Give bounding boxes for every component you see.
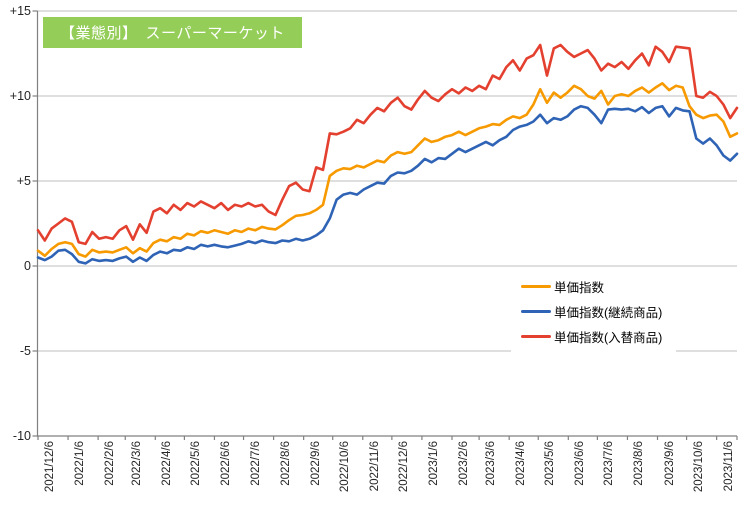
legend-line-swatch-blue xyxy=(521,309,551,314)
legend-item-replacement-products: 単価指数(入替商品) xyxy=(521,324,662,349)
y-axis-label: -5 xyxy=(19,344,31,358)
legend-label: 単価指数(入替商品) xyxy=(554,331,663,345)
legend: 単価指数 単価指数(継続商品) 単価指数(入替商品) xyxy=(511,267,677,355)
series-line-単価指数 xyxy=(36,82,739,258)
x-axis-label: 2023/7/6 xyxy=(603,441,616,486)
x-axis-label: 2022/12/6 xyxy=(397,441,410,493)
x-axis-label: 2023/4/6 xyxy=(515,441,528,486)
x-axis-label: 2022/6/6 xyxy=(220,441,233,486)
legend-line-swatch-orange xyxy=(521,284,551,289)
legend-item-continuing-products: 単価指数(継続商品) xyxy=(521,299,662,324)
x-axis-label: 2023/2/6 xyxy=(457,441,470,486)
series-line-単価指数(継続商品) xyxy=(36,104,739,265)
x-axis-label: 2023/9/6 xyxy=(663,441,676,486)
series-line-単価指数(入替商品) xyxy=(36,43,739,246)
x-axis-label: 2023/5/6 xyxy=(544,441,557,486)
x-axis-label: 2023/1/6 xyxy=(427,441,440,486)
chart-title: 【業態別】 スーパーマーケット xyxy=(60,25,285,42)
x-axis-label: 2023/6/6 xyxy=(574,441,587,486)
y-axis-label: 0 xyxy=(24,259,31,273)
x-axis-label: 2022/4/6 xyxy=(161,441,174,486)
x-axis-label: 2022/3/6 xyxy=(131,441,144,486)
y-axis-label: +5 xyxy=(16,174,31,188)
x-axis-label: 2022/2/6 xyxy=(104,441,117,486)
x-axis-label: 2023/3/6 xyxy=(485,441,498,486)
legend-label: 単価指数 xyxy=(554,281,605,295)
x-axis-label: 2023/10/6 xyxy=(692,441,705,493)
x-axis-label: 2022/10/6 xyxy=(338,441,351,493)
legend-line-swatch-red xyxy=(521,334,551,339)
y-axis-label: +10 xyxy=(9,89,31,103)
legend-item-unit-price-index: 単価指数 xyxy=(521,274,662,299)
x-axis-label: 2022/9/6 xyxy=(309,441,322,486)
y-axis-label: -10 xyxy=(12,429,31,443)
x-axis-label: 2022/7/6 xyxy=(249,441,262,486)
x-axis-label: 2022/5/6 xyxy=(190,441,203,486)
x-axis-label: 2023/8/6 xyxy=(633,441,646,486)
x-axis-label: 2022/1/6 xyxy=(74,441,87,486)
x-axis-label: 2021/12/6 xyxy=(44,441,56,493)
y-axis-label: +15 xyxy=(9,4,31,18)
chart-title-box: 【業態別】 スーパーマーケット xyxy=(43,17,302,48)
x-axis-label: 2022/8/6 xyxy=(279,441,292,486)
x-axis-label: 2022/11/6 xyxy=(368,441,381,492)
legend-label: 単価指数(継続商品) xyxy=(554,306,663,320)
x-axis-label: 2023/11/6 xyxy=(722,441,735,492)
